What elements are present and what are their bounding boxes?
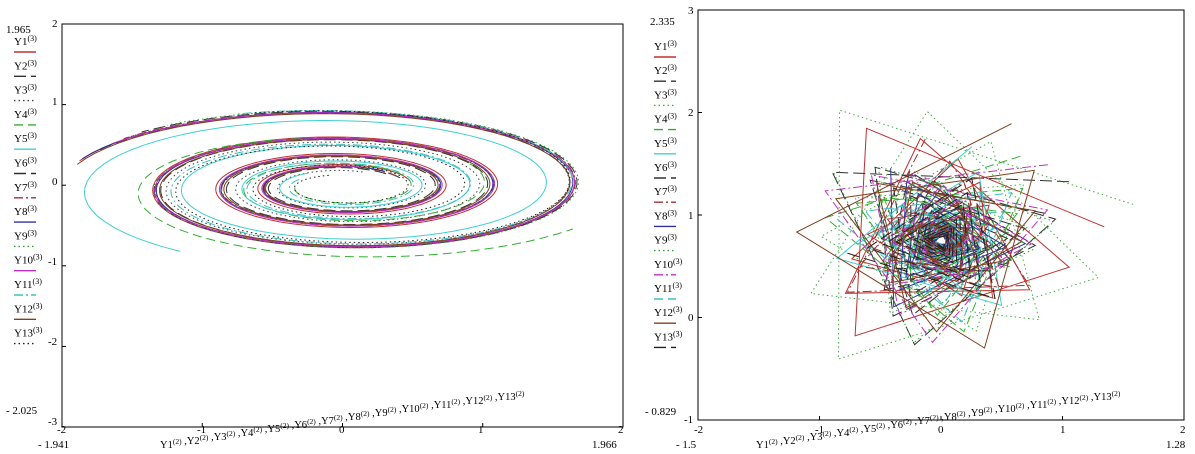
left-xlabel: Y1(2) ,Y2(2) ,Y3(2) ,Y4(2) ,Y5(2) ,Y6(2)… bbox=[160, 389, 525, 451]
right-legend-label-3: Y3(3) bbox=[654, 87, 677, 101]
right-series-group bbox=[697, 9, 1185, 421]
left-ytick-1: 1 bbox=[52, 96, 58, 108]
right-xlabel: Y1(2) ,Y2(2) ,Y3(2) ,Y4(2) ,Y5(2) ,Y6(2)… bbox=[756, 389, 1121, 451]
right-legend: Y1(3) Y2(3) Y3(3) Y4(3) Y5(3) Y6(3) Y7(3) Y8(3)… bbox=[654, 39, 683, 349]
right-xtick-1: 1 bbox=[1060, 424, 1066, 436]
right-legend-label-6: Y6(3) bbox=[654, 160, 677, 174]
right-legend-label-1: Y1(3) bbox=[654, 39, 677, 53]
left-legend-label-4: Y4(3) bbox=[14, 107, 37, 121]
right-xtick-2: 2 bbox=[1180, 424, 1186, 436]
left-series-line-3 bbox=[129, 112, 570, 245]
left-xmin-label: - 1.941 bbox=[38, 439, 69, 451]
left-series-line-5 bbox=[83, 119, 548, 252]
left-legend-label-3: Y3(3) bbox=[14, 83, 37, 97]
left-xtick-0: 0 bbox=[339, 424, 345, 436]
right-ytick-1: 1 bbox=[688, 210, 694, 222]
left-legend-label-11: Y11(3) bbox=[14, 277, 42, 291]
left-xmax-label: 1.966 bbox=[592, 439, 617, 451]
left-legend-label-13: Y13(3) bbox=[14, 326, 43, 340]
right-legend-label-2: Y2(3) bbox=[654, 63, 677, 77]
right-xmax-label: 1.28 bbox=[1166, 439, 1186, 451]
left-legend-label-1: Y1(3) bbox=[14, 34, 37, 48]
left-legend-label-12: Y12(3) bbox=[14, 301, 43, 315]
left-ytick-neg2: -2 bbox=[48, 336, 57, 348]
right-ytick-3: 3 bbox=[688, 5, 694, 17]
right-ymin-label: - 0.829 bbox=[645, 406, 677, 418]
right-legend-label-7: Y7(3) bbox=[654, 184, 677, 198]
right-xtick-neg2: -2 bbox=[694, 424, 703, 436]
left-xtick-neg1: -1 bbox=[197, 424, 206, 436]
right-xtick-0: 0 bbox=[938, 424, 944, 436]
left-series-line-12 bbox=[77, 113, 571, 247]
left-ytick-neg3: -3 bbox=[48, 416, 58, 428]
left-xtick-1: 1 bbox=[478, 424, 484, 436]
right-legend-label-11: Y11(3) bbox=[654, 281, 682, 295]
right-xmin-label: - 1.5 bbox=[676, 439, 697, 451]
left-series-line-13 bbox=[175, 110, 571, 244]
left-legend-label-10: Y10(3) bbox=[14, 253, 43, 267]
left-ymax-label: 1.965 bbox=[6, 24, 31, 36]
right-legend-label-13: Y13(3) bbox=[654, 329, 683, 343]
left-series-line-11 bbox=[170, 109, 573, 245]
right-plot-frame bbox=[697, 9, 1185, 421]
right-legend-label-4: Y4(3) bbox=[654, 112, 677, 126]
left-series-group bbox=[61, 23, 624, 428]
left-ytick-0: 0 bbox=[52, 176, 58, 188]
right-series-line-13 bbox=[847, 177, 996, 300]
left-legend-label-9: Y9(3) bbox=[14, 228, 37, 242]
right-series-line-9 bbox=[833, 166, 1056, 344]
left-ymin-label: - 2.025 bbox=[6, 405, 38, 417]
right-xtick-neg1: -1 bbox=[815, 424, 824, 436]
right-ymax-label: 2.335 bbox=[650, 16, 675, 28]
right-legend-label-12: Y12(3) bbox=[654, 305, 683, 319]
right-chart: 3 2 1 0 -1 -2 -1 0 1 2 2.335 - 0.829 - 1… bbox=[645, 5, 1186, 451]
left-chart: 2 1 0 -1 -2 -3 -2 -1 0 1 2 1.965 - 2.025… bbox=[6, 18, 624, 451]
right-ytick-neg1: -1 bbox=[684, 414, 693, 426]
left-xtick-neg2: -2 bbox=[57, 424, 66, 436]
right-legend-label-9: Y9(3) bbox=[654, 233, 677, 247]
left-legend-label-5: Y5(3) bbox=[14, 131, 37, 145]
right-ytick-2: 2 bbox=[688, 107, 694, 119]
left-series-line-4 bbox=[137, 137, 573, 258]
left-series-line-10 bbox=[113, 112, 576, 248]
right-series-line-12 bbox=[795, 123, 1037, 349]
left-ytick-neg1: -1 bbox=[48, 256, 57, 268]
left-legend-label-8: Y8(3) bbox=[14, 204, 37, 218]
left-legend-label-6: Y6(3) bbox=[14, 156, 37, 170]
left-ytick-2: 2 bbox=[52, 18, 58, 30]
right-legend-label-10: Y10(3) bbox=[654, 257, 683, 271]
right-legend-label-8: Y8(3) bbox=[654, 208, 677, 222]
left-xtick-2: 2 bbox=[618, 424, 624, 436]
left-legend-label-2: Y2(3) bbox=[14, 58, 37, 72]
left-legend-label-7: Y7(3) bbox=[14, 180, 37, 194]
right-legend-label-5: Y5(3) bbox=[654, 136, 677, 150]
right-ytick-0: 0 bbox=[688, 312, 694, 324]
left-legend: Y1(3) Y2(3) Y3(3) Y4(3) Y5(3) Y6(3) Y7(3) Y8(3)… bbox=[14, 34, 43, 345]
